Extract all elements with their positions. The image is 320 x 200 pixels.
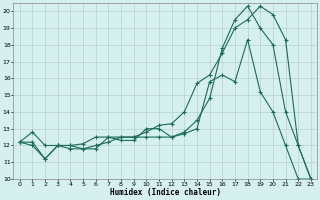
X-axis label: Humidex (Indice chaleur): Humidex (Indice chaleur) — [110, 188, 221, 197]
